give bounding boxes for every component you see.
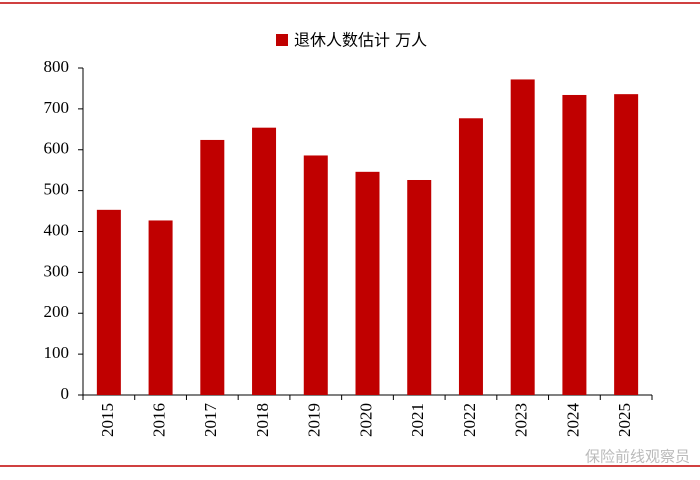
bar (355, 171, 380, 395)
y-tick-label: 200 (44, 302, 70, 321)
x-tick-label: 2019 (305, 403, 324, 437)
bar (562, 94, 587, 395)
y-tick-label: 700 (44, 98, 70, 117)
bar (200, 139, 225, 395)
bar (510, 79, 535, 395)
x-tick-label: 2024 (563, 403, 582, 438)
x-tick-label: 2017 (201, 403, 220, 438)
bar (407, 179, 432, 395)
x-tick-label: 2022 (460, 403, 479, 437)
bar (458, 118, 483, 396)
bar (252, 127, 277, 396)
x-tick-label: 2020 (356, 403, 375, 437)
x-tick-label: 2023 (512, 403, 531, 437)
y-tick-label: 800 (44, 57, 70, 76)
x-tick-label: 2025 (615, 403, 634, 437)
y-tick-label: 600 (44, 139, 70, 158)
watermark: 保险前线观察员 (585, 448, 690, 466)
bar (148, 220, 173, 395)
y-tick-label: 0 (61, 384, 70, 403)
x-tick-label: 2016 (149, 403, 168, 437)
bar (96, 209, 121, 395)
x-tick-label: 2015 (98, 403, 117, 437)
y-tick-label: 400 (44, 220, 70, 239)
y-tick-label: 500 (44, 180, 70, 199)
legend-swatch (276, 34, 288, 46)
y-tick-label: 300 (44, 261, 70, 280)
x-tick-label: 2018 (253, 403, 272, 437)
y-tick-label: 100 (44, 343, 70, 362)
bar (614, 94, 639, 395)
legend-label: 退休人数估计 万人 (294, 31, 427, 50)
x-tick-label: 2021 (408, 403, 427, 437)
bar (303, 155, 328, 395)
